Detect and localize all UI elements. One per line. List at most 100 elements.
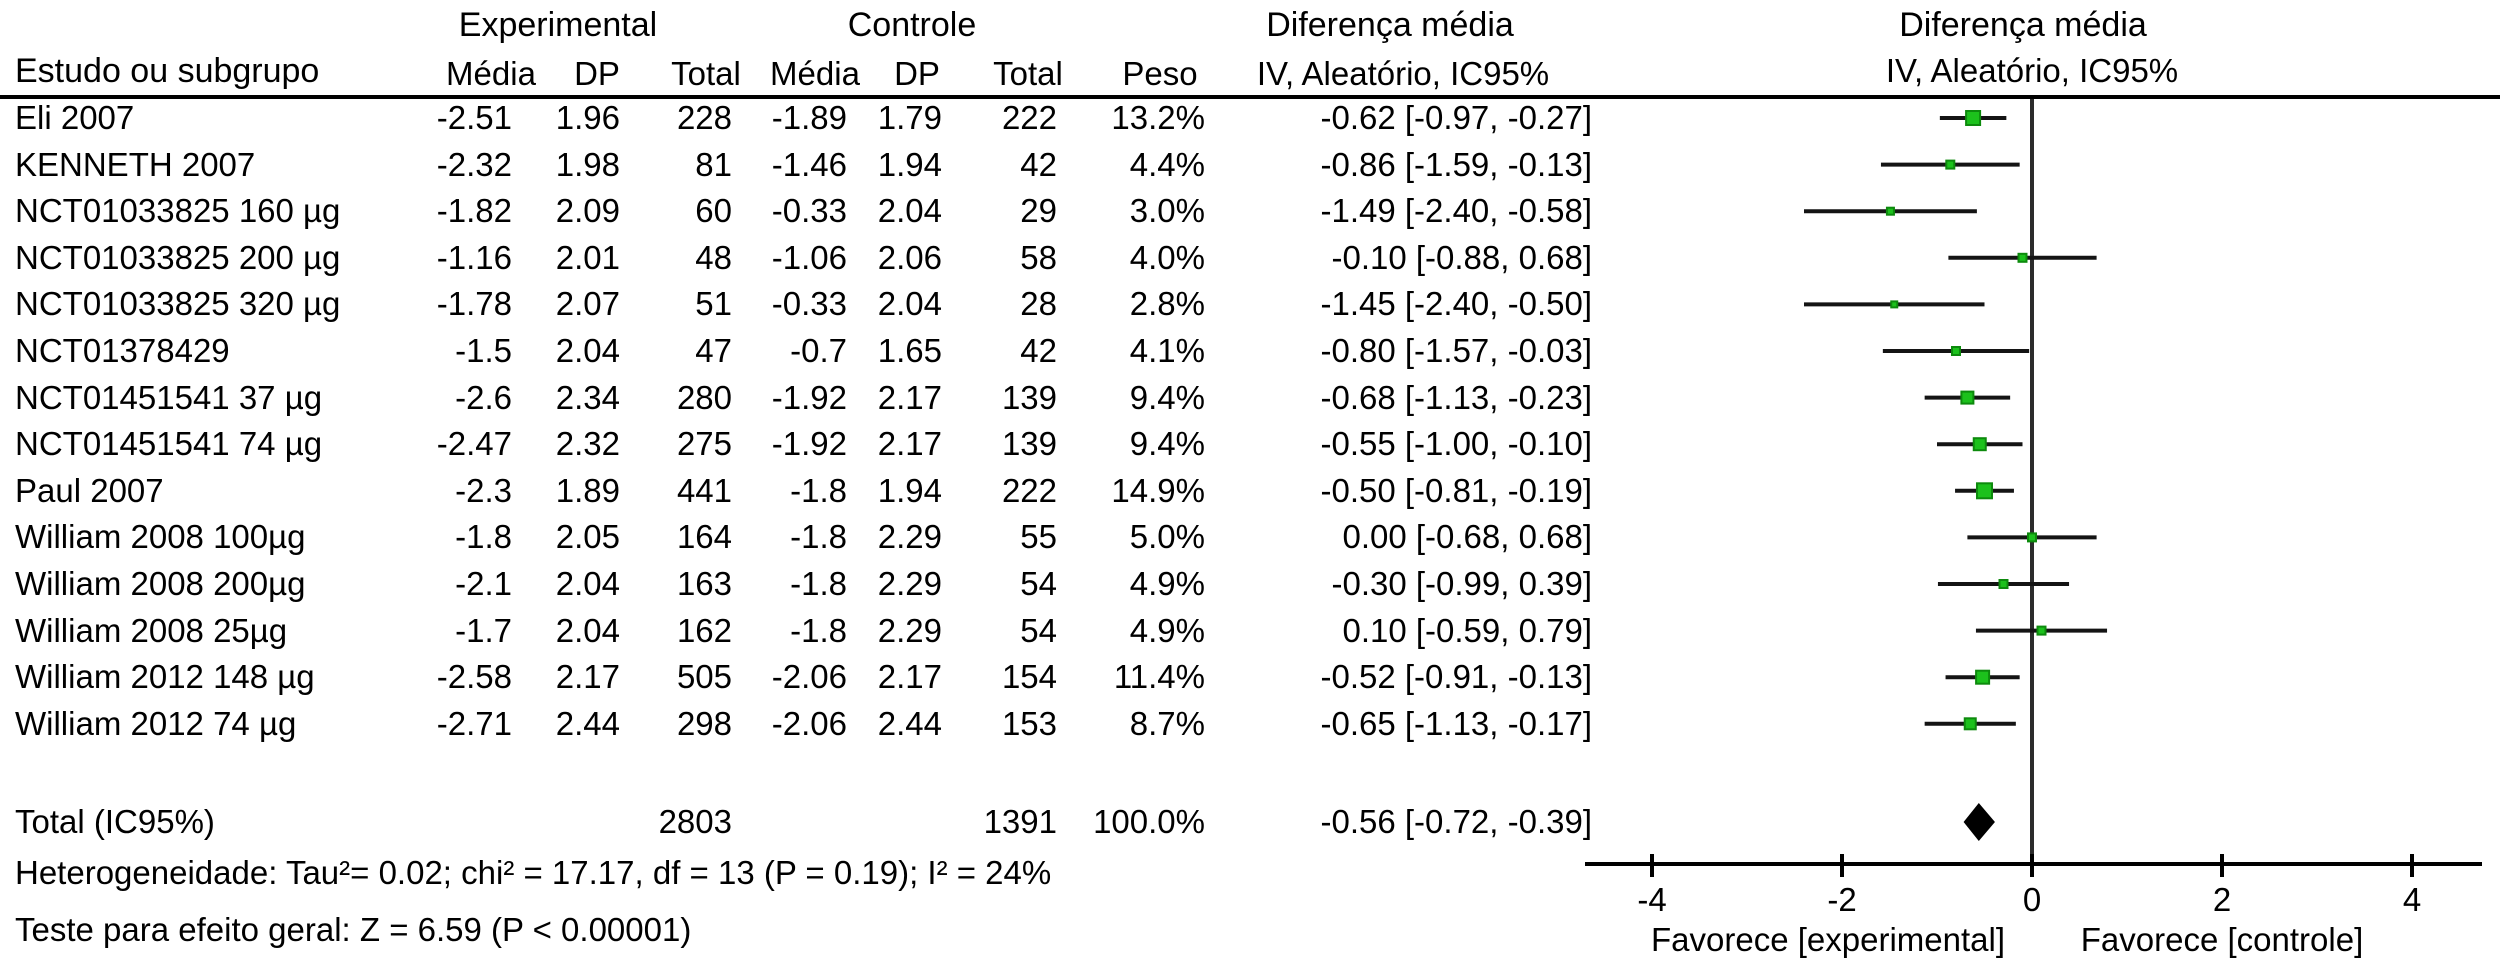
sd-experimental: 2.04 (555, 565, 620, 602)
total-row: Total (IC95%) 2803 1391 100.0% -0.56 [-0… (0, 799, 1600, 845)
mean-experimental: -1.82 (436, 192, 512, 229)
header-divider (0, 95, 2500, 99)
table-row: William 2008 100µg -1.8 2.05 164 -1.8 2.29 55 5… (0, 514, 1600, 560)
weight: 9.4% (1129, 425, 1205, 462)
sd-control: 2.44 (877, 705, 942, 742)
column-header-study: Estudo ou subgrupo (15, 52, 320, 90)
sd-control: 2.17 (877, 658, 942, 695)
table-row: NCT01451541 74 µg -2.47 2.32 275 -1.92 2.17 13… (0, 421, 1600, 467)
study-name: Eli 2007 (15, 99, 135, 136)
point-estimate-marker (1960, 390, 1975, 405)
mean-control: -1.8 (790, 565, 847, 602)
column-header-effect-ci: IV, Aleatório, IC95% (1256, 55, 1550, 92)
column-group-control: Controle (847, 6, 977, 44)
weight: 4.0% (1129, 239, 1205, 276)
favors-control-label: Favorece [controle] (2081, 921, 2363, 958)
study-name: NCT01378429 (15, 332, 230, 369)
study-name: NCT01033825 320 µg (15, 285, 341, 322)
table-row: William 2008 200µg -2.1 2.04 163 -1.8 2.29 54 4… (0, 561, 1600, 607)
mean-experimental: -2.6 (455, 379, 512, 416)
weight: 4.1% (1129, 332, 1205, 369)
point-estimate-marker (1951, 346, 1961, 356)
sd-control: 2.29 (877, 612, 942, 649)
mean-experimental: -2.3 (455, 472, 512, 509)
study-name: William 2012 74 µg (15, 705, 297, 742)
weight: 9.4% (1129, 379, 1205, 416)
weight: 8.7% (1129, 705, 1205, 742)
plot-subtitle: IV, Aleatório, IC95% (1885, 52, 2179, 89)
n-control: 222 (1001, 472, 1057, 509)
total-effect-estimate: -0.56 [-0.72, -0.39] (1320, 803, 1593, 840)
study-name: KENNETH 2007 (15, 146, 256, 183)
sd-experimental: 2.09 (555, 192, 620, 229)
point-estimate-marker (1975, 669, 1991, 685)
n-experimental: 163 (676, 565, 732, 602)
mean-control: -1.8 (790, 612, 847, 649)
table-row: William 2008 25µg -1.7 2.04 162 -1.8 2.29 54 4.… (0, 608, 1600, 654)
sd-experimental: 2.34 (555, 379, 620, 416)
sd-experimental: 2.07 (555, 285, 620, 322)
column-group-experimental: Experimental (458, 6, 658, 44)
sd-control: 2.06 (877, 239, 942, 276)
study-name: William 2008 25µg (15, 612, 288, 649)
effect-estimate: -0.62 [-0.97, -0.27] (1320, 99, 1593, 136)
mean-experimental: -2.47 (436, 425, 512, 462)
mean-control: -2.06 (771, 705, 847, 742)
effect-estimate: -0.80 [-1.57, -0.03] (1320, 332, 1593, 369)
sd-experimental: 2.17 (555, 658, 620, 695)
mean-control: -0.33 (771, 192, 847, 229)
sd-control: 1.94 (877, 472, 942, 509)
column-header-sd-exp: DP (574, 55, 620, 92)
sd-control: 2.17 (877, 379, 942, 416)
study-name: Paul 2007 (15, 472, 164, 509)
mean-experimental: -2.32 (436, 146, 512, 183)
pooled-effect-diamond (1963, 803, 1995, 841)
sd-control: 2.04 (877, 285, 942, 322)
n-control: 29 (1020, 192, 1057, 229)
mean-experimental: -1.5 (455, 332, 512, 369)
point-estimate-marker (2017, 252, 2028, 263)
point-estimate-marker (1972, 437, 1987, 452)
effect-estimate: -1.45 [-2.40, -0.50] (1320, 285, 1593, 322)
total-n-control: 1391 (983, 803, 1057, 840)
n-experimental: 48 (695, 239, 732, 276)
sd-experimental: 2.32 (555, 425, 620, 462)
n-control: 153 (1001, 705, 1057, 742)
sd-control: 1.79 (877, 99, 942, 136)
n-control: 28 (1020, 285, 1057, 322)
point-estimate-marker (1963, 717, 1977, 731)
total-weight: 100.0% (1093, 803, 1205, 840)
weight: 4.9% (1129, 565, 1205, 602)
sd-control: 2.04 (877, 192, 942, 229)
effect-estimate: -0.52 [-0.91, -0.13] (1320, 658, 1593, 695)
overall-effect-test: Teste para efeito geral: Z = 6.59 (P < 0… (15, 911, 692, 948)
mean-control: -1.06 (771, 239, 847, 276)
sd-control: 2.29 (877, 518, 942, 555)
mean-control: -0.7 (790, 332, 847, 369)
n-experimental: 51 (695, 285, 732, 322)
weight: 14.9% (1111, 472, 1205, 509)
effect-estimate: -0.65 [-1.13, -0.17] (1320, 705, 1593, 742)
weight: 4.4% (1129, 146, 1205, 183)
axis-tick-label: 4 (2403, 881, 2421, 918)
effect-estimate: -0.55 [-1.00, -0.10] (1320, 425, 1593, 462)
n-experimental: 60 (695, 192, 732, 229)
mean-experimental: -2.51 (436, 99, 512, 136)
total-label: Total (IC95%) (15, 803, 215, 840)
n-control: 154 (1001, 658, 1057, 695)
mean-experimental: -2.58 (436, 658, 512, 695)
point-estimate-marker (2027, 532, 2037, 543)
n-control: 222 (1001, 99, 1057, 136)
sd-experimental: 2.01 (555, 239, 620, 276)
column-header-total-exp: Total (671, 55, 741, 92)
axis-tick-label: -2 (1827, 881, 1856, 918)
table-row: NCT01451541 37 µg -2.6 2.34 280 -1.92 2.17 139… (0, 375, 1600, 421)
sd-experimental: 1.98 (555, 146, 620, 183)
sd-experimental: 2.44 (555, 705, 620, 742)
mean-control: -1.89 (771, 99, 847, 136)
point-estimate-marker (1976, 482, 1993, 500)
n-control: 58 (1020, 239, 1057, 276)
effect-estimate: 0.00 [-0.68, 0.68] (1342, 518, 1592, 555)
table-row: NCT01033825 320 µg -1.78 2.07 51 -0.33 2.04 28… (0, 281, 1600, 327)
